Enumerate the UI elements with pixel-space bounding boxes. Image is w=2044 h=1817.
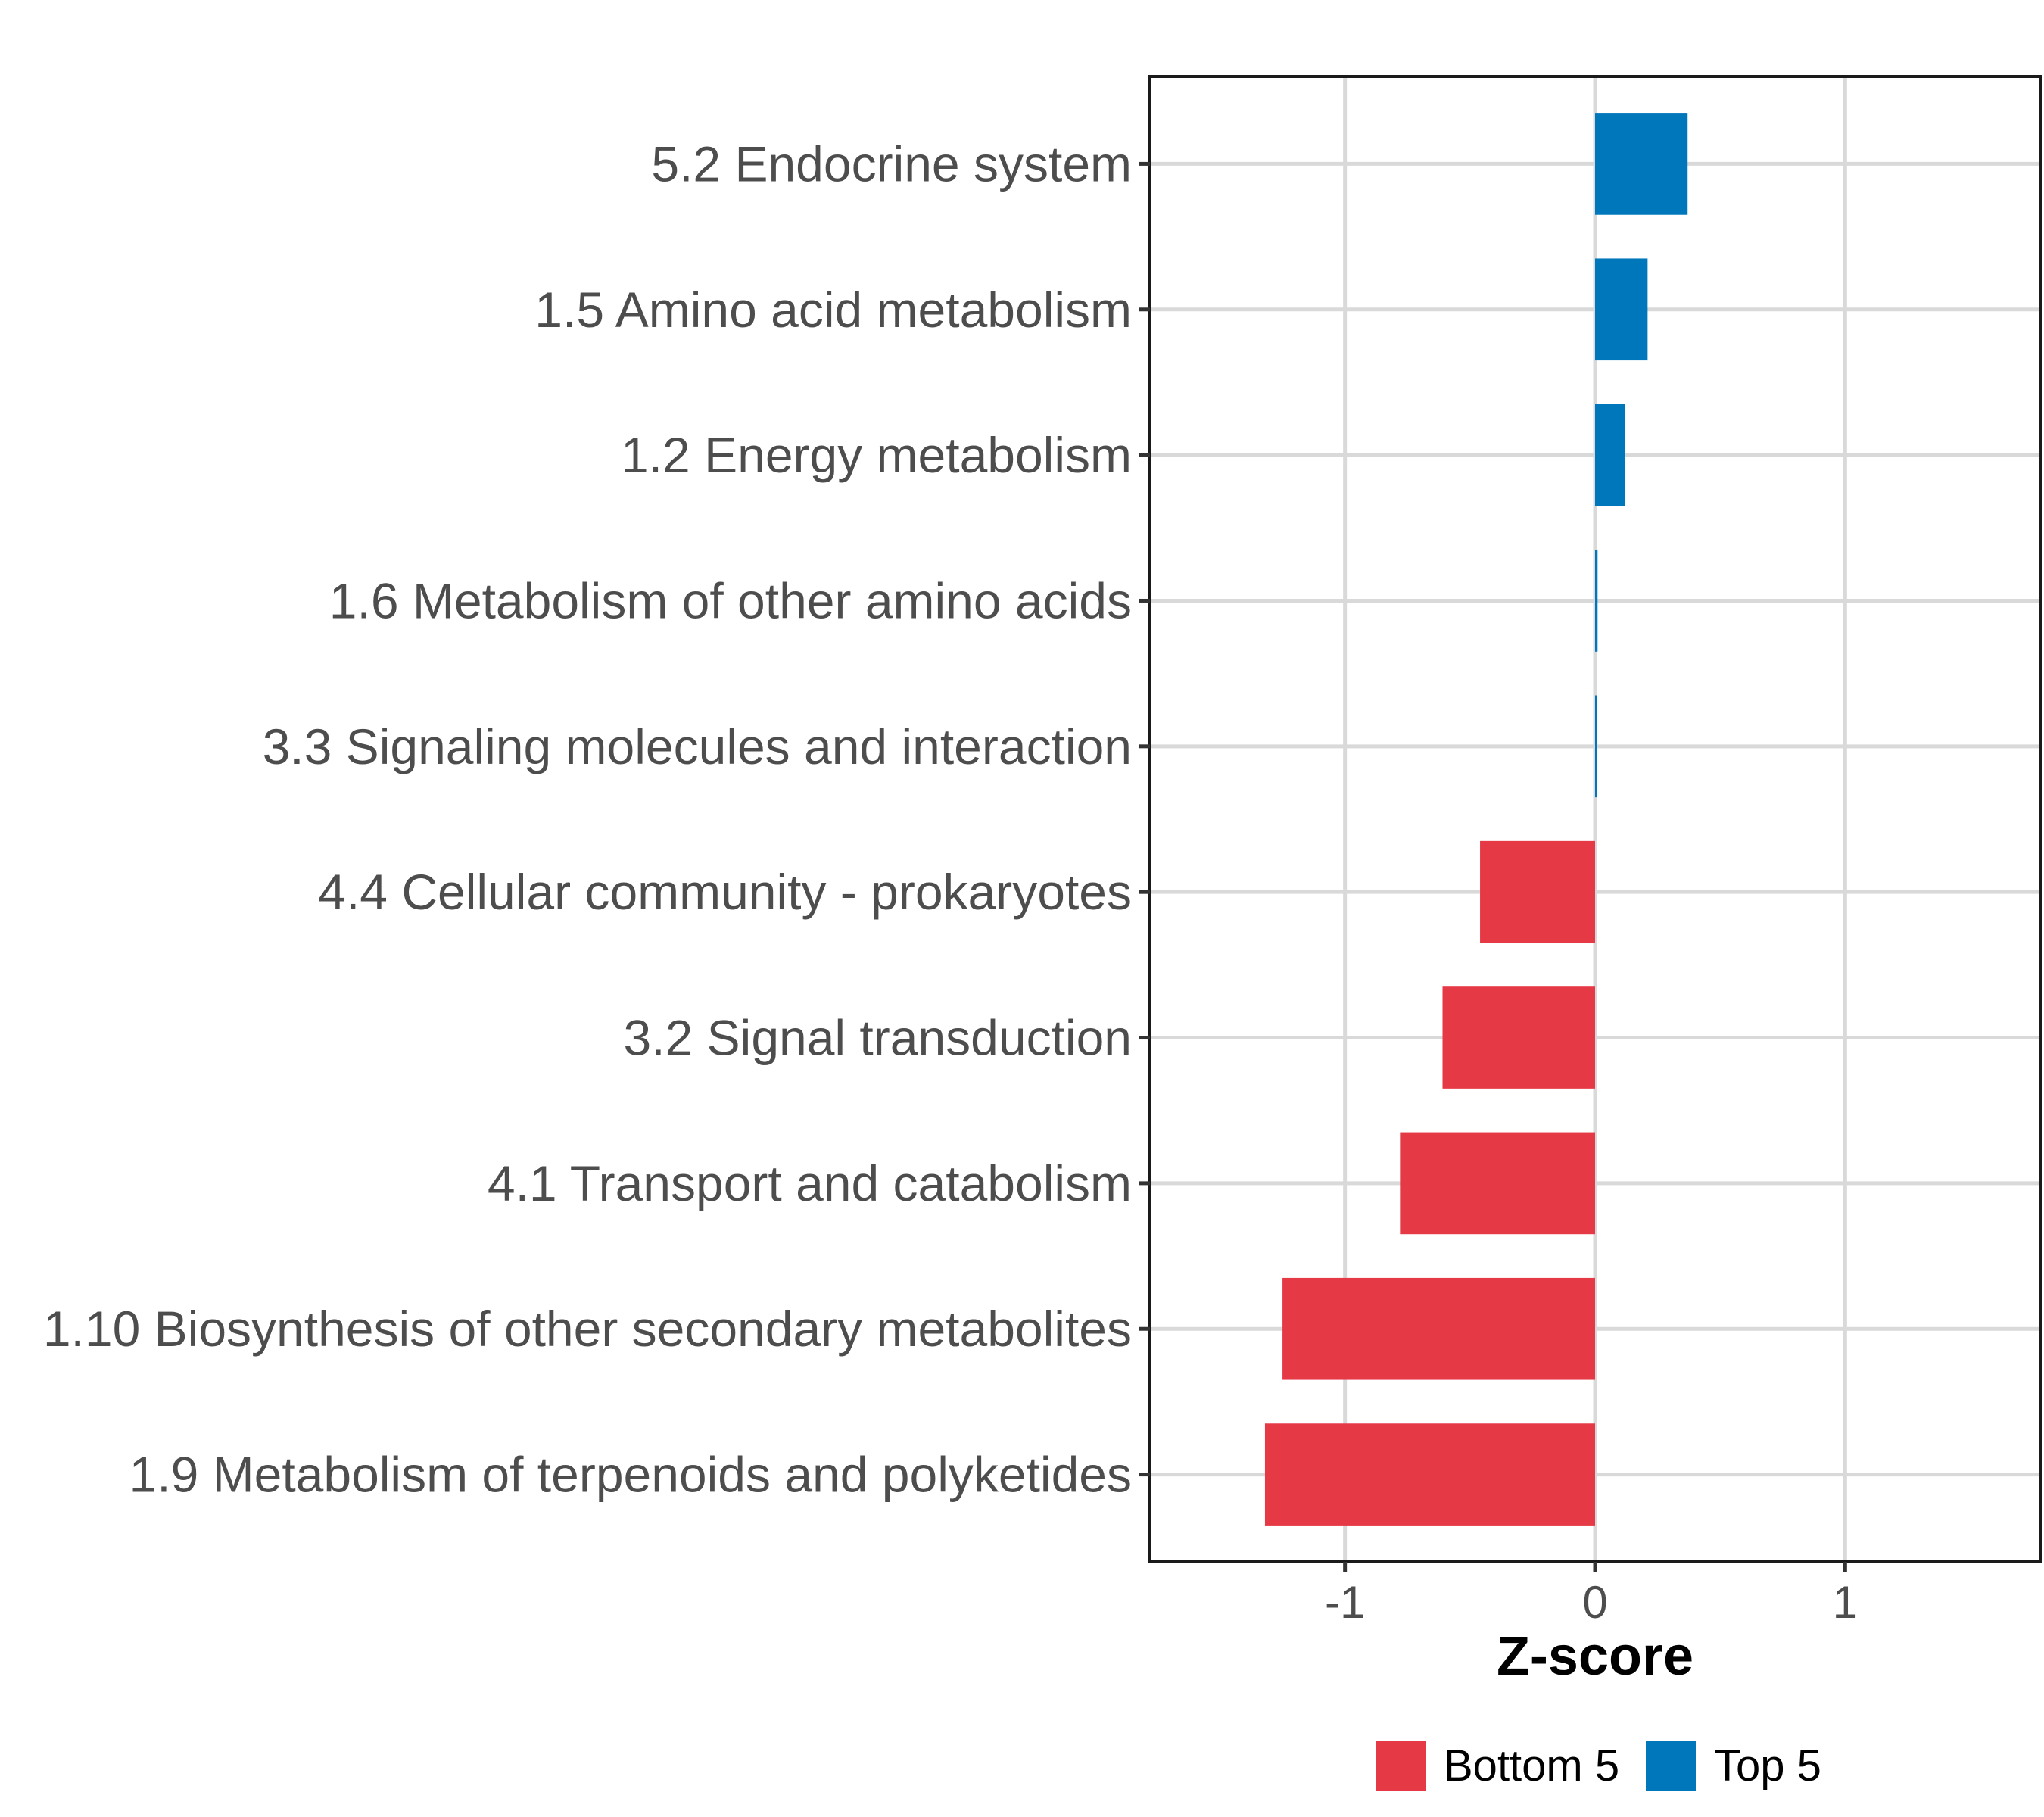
bar xyxy=(1400,1132,1595,1235)
bar xyxy=(1282,1277,1595,1380)
y-tick-label: 5.2 Endocrine system xyxy=(651,136,1132,192)
bar-layer xyxy=(1264,113,1688,1526)
y-tick-label: 4.1 Transport and catabolism xyxy=(488,1155,1132,1211)
legend-label: Top 5 xyxy=(1714,1741,1821,1791)
tick-layer: 5.2 Endocrine system 1.5 Amino acid metab… xyxy=(43,136,1858,1628)
legend-swatch xyxy=(1646,1741,1696,1791)
x-tick-label: 0 xyxy=(1582,1577,1607,1628)
bar xyxy=(1264,1423,1595,1526)
x-axis-title: Z-score xyxy=(1497,1626,1693,1687)
bar xyxy=(1595,258,1648,361)
bar xyxy=(1595,695,1597,798)
bar xyxy=(1595,550,1598,652)
y-tick-label: 1.2 Energy metabolism xyxy=(621,427,1132,483)
bar xyxy=(1595,404,1625,506)
legend: Bottom 5 Top 5 xyxy=(1376,1741,1821,1791)
y-tick-label: 3.2 Signal transduction xyxy=(624,1010,1132,1066)
legend-swatch xyxy=(1376,1741,1426,1791)
y-tick-label: 1.6 Metabolism of other amino acids xyxy=(329,572,1132,628)
x-tick-label: 1 xyxy=(1833,1577,1858,1628)
legend-label: Bottom 5 xyxy=(1444,1741,1619,1791)
bar xyxy=(1480,840,1595,943)
y-tick-label: 3.3 Signaling molecules and interaction xyxy=(263,718,1132,774)
y-tick-label: 4.4 Cellular community - prokaryotes xyxy=(318,864,1132,920)
y-tick-label: 1.9 Metabolism of terpenoids and polyket… xyxy=(129,1447,1132,1503)
y-tick-label: 1.5 Amino acid metabolism xyxy=(534,282,1132,338)
bar xyxy=(1595,113,1688,215)
x-tick-label: -1 xyxy=(1325,1577,1365,1628)
y-tick-label: 1.10 Biosynthesis of other secondary met… xyxy=(43,1301,1132,1357)
bar xyxy=(1442,986,1595,1089)
